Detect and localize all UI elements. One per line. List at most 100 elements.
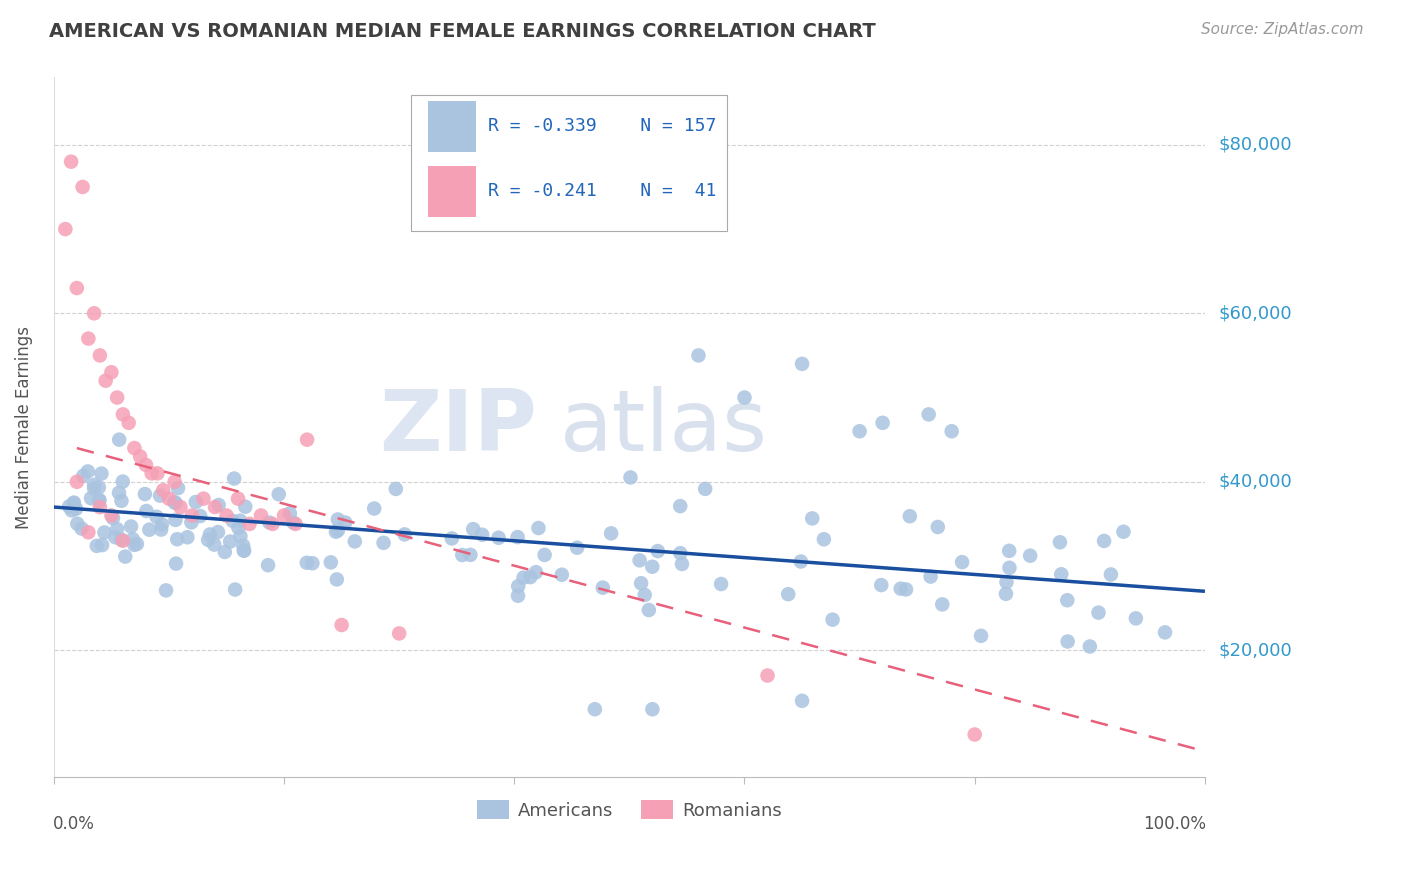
Point — [83, 306, 105, 320]
Point — [695, 482, 717, 496]
Point — [870, 578, 893, 592]
Text: $40,000: $40,000 — [1219, 473, 1292, 491]
Point — [363, 501, 385, 516]
Point — [228, 521, 250, 535]
Point — [157, 491, 180, 506]
Point — [669, 546, 692, 560]
Point — [1078, 640, 1101, 654]
Point — [551, 567, 574, 582]
Text: 0.0%: 0.0% — [52, 815, 94, 833]
Point — [224, 582, 246, 597]
Point — [207, 525, 229, 540]
Text: R = -0.339    N = 157: R = -0.339 N = 157 — [488, 118, 716, 136]
Point — [226, 491, 249, 506]
Point — [1092, 533, 1115, 548]
Point — [950, 555, 973, 569]
Point — [72, 180, 94, 194]
Point — [198, 527, 221, 541]
Point — [89, 348, 111, 362]
Point — [283, 516, 305, 530]
FancyBboxPatch shape — [427, 166, 477, 218]
Point — [100, 508, 122, 523]
Point — [104, 530, 127, 544]
Point — [152, 483, 174, 498]
Point — [326, 512, 349, 526]
Point — [83, 478, 105, 492]
Point — [463, 522, 485, 536]
Text: ZIP: ZIP — [380, 385, 537, 468]
Point — [77, 525, 100, 540]
Point — [821, 613, 844, 627]
Point — [124, 538, 146, 552]
Point — [628, 553, 651, 567]
FancyBboxPatch shape — [427, 101, 477, 153]
Point — [238, 516, 260, 531]
Point — [93, 525, 115, 540]
Point — [330, 618, 353, 632]
Point — [120, 519, 142, 533]
Point — [163, 475, 186, 489]
Point — [124, 441, 146, 455]
Point — [325, 524, 347, 539]
Text: $60,000: $60,000 — [1219, 304, 1292, 322]
Point — [890, 582, 912, 596]
Point — [219, 534, 242, 549]
Point — [110, 533, 132, 547]
Point — [155, 583, 177, 598]
Point — [150, 517, 173, 532]
Point — [114, 549, 136, 564]
Point — [89, 500, 111, 514]
Point — [801, 511, 824, 525]
Point — [262, 516, 284, 531]
Point — [232, 543, 254, 558]
Point — [301, 556, 323, 570]
Point — [108, 486, 131, 500]
Point — [94, 374, 117, 388]
Text: Source: ZipAtlas.com: Source: ZipAtlas.com — [1201, 22, 1364, 37]
Point — [295, 556, 318, 570]
Point — [89, 494, 111, 508]
Point — [637, 603, 659, 617]
Point — [165, 557, 187, 571]
Point — [110, 493, 132, 508]
Point — [273, 508, 295, 523]
Point — [630, 576, 652, 591]
Point — [125, 537, 148, 551]
Point — [920, 569, 942, 583]
Point — [105, 522, 128, 536]
Point — [76, 465, 98, 479]
Point — [111, 475, 134, 489]
Point — [193, 491, 215, 506]
Point — [527, 521, 550, 535]
Point — [118, 416, 141, 430]
Point — [58, 500, 80, 514]
Point — [224, 471, 246, 485]
Point — [188, 509, 211, 524]
Point — [373, 536, 395, 550]
Point — [619, 470, 641, 484]
Point — [111, 533, 134, 548]
Point — [388, 626, 411, 640]
Point — [166, 533, 188, 547]
Point — [66, 475, 89, 489]
Point — [326, 524, 349, 538]
Point — [931, 598, 953, 612]
Point — [813, 533, 835, 547]
Point — [138, 523, 160, 537]
Point — [790, 555, 813, 569]
Point — [647, 544, 669, 558]
Point — [284, 516, 307, 531]
Point — [105, 391, 128, 405]
Point — [176, 530, 198, 544]
Point — [533, 548, 555, 562]
Point — [894, 582, 917, 597]
Point — [963, 727, 986, 741]
Point — [62, 496, 84, 510]
Point — [233, 500, 256, 514]
Point — [524, 565, 547, 579]
Point — [778, 587, 800, 601]
Point — [488, 531, 510, 545]
Point — [134, 487, 156, 501]
Point — [471, 528, 494, 542]
Point — [508, 579, 530, 593]
